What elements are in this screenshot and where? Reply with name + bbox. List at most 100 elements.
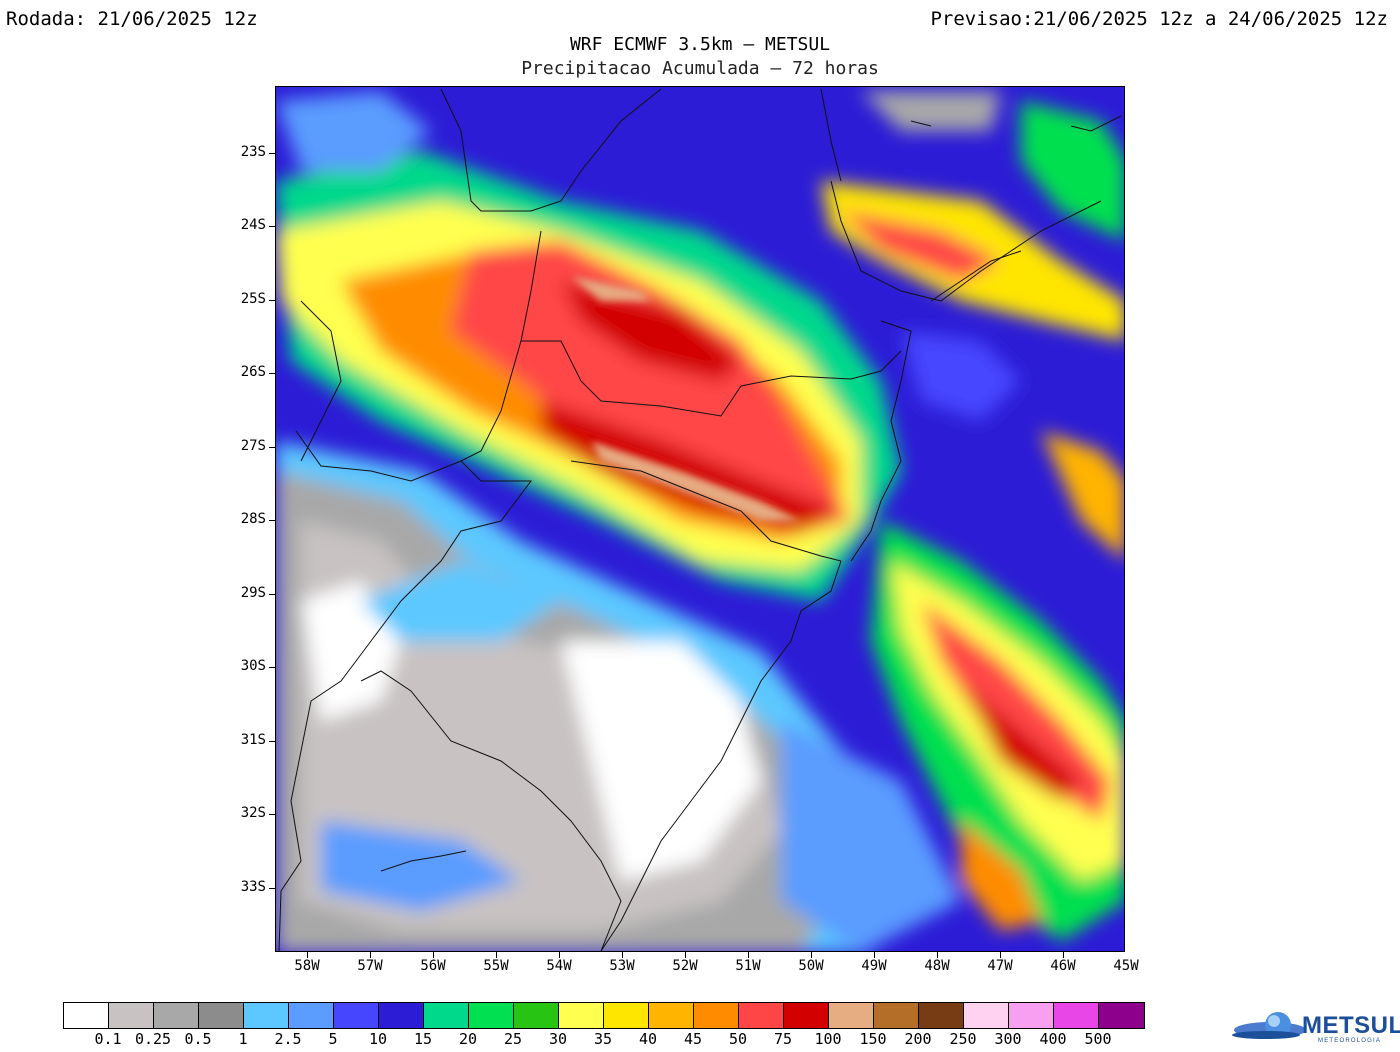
lon-tick xyxy=(685,952,686,958)
colorbar-swatch xyxy=(604,1003,649,1028)
lon-label: 53W xyxy=(609,958,635,974)
lat-label: 24S xyxy=(240,217,266,233)
colorbar-swatch xyxy=(289,1003,334,1028)
precipitation-field xyxy=(276,87,1124,951)
lat-tick xyxy=(269,447,275,448)
colorbar-swatch xyxy=(694,1003,739,1028)
lon-tick xyxy=(937,952,938,958)
colorbar-label: 15 xyxy=(413,1030,433,1048)
colorbar-label: 0.5 xyxy=(184,1030,212,1048)
lat-label: 30S xyxy=(240,658,266,674)
colorbar-label: 300 xyxy=(994,1030,1022,1048)
colorbar-swatch xyxy=(469,1003,514,1028)
colorbar-label: 30 xyxy=(548,1030,568,1048)
precipitation-map xyxy=(275,86,1125,952)
lon-label: 52W xyxy=(672,958,698,974)
lon-label: 54W xyxy=(546,958,572,974)
lon-tick xyxy=(622,952,623,958)
colorbar-label: 0.25 xyxy=(134,1030,172,1048)
lat-label: 27S xyxy=(240,438,266,454)
colorbar-label: 2.5 xyxy=(274,1030,302,1048)
lon-label: 51W xyxy=(735,958,761,974)
logo-name: METSUL xyxy=(1302,1012,1400,1039)
lat-tick xyxy=(269,594,275,595)
colorbar-label: 75 xyxy=(773,1030,793,1048)
colorbar-swatch xyxy=(64,1003,109,1028)
lat-tick xyxy=(269,153,275,154)
lat-label: 28S xyxy=(240,511,266,527)
lat-tick xyxy=(269,300,275,301)
colorbar-label: 10 xyxy=(368,1030,388,1048)
lat-tick xyxy=(269,520,275,521)
colorbar-swatch xyxy=(109,1003,154,1028)
lon-label: 46W xyxy=(1050,958,1076,974)
lat-tick xyxy=(269,667,275,668)
lon-label: 45W xyxy=(1113,958,1139,974)
valid-period-label: Previsao:21/06/2025 12z a 24/06/2025 12z xyxy=(930,8,1388,30)
lat-tick xyxy=(269,888,275,889)
lat-label: 26S xyxy=(240,364,266,380)
lat-label: 31S xyxy=(240,732,266,748)
colorbar-swatch xyxy=(1054,1003,1099,1028)
lon-label: 58W xyxy=(294,958,320,974)
lon-label: 57W xyxy=(357,958,383,974)
lat-tick xyxy=(269,814,275,815)
lon-tick xyxy=(433,952,434,958)
colorbar-label: 20 xyxy=(458,1030,478,1048)
lon-tick xyxy=(496,952,497,958)
colorbar-label: 400 xyxy=(1039,1030,1067,1048)
lon-label: 50W xyxy=(798,958,824,974)
colorbar-label: 0.1 xyxy=(94,1030,122,1048)
colorbar-swatch xyxy=(1009,1003,1054,1028)
colorbar-label: 100 xyxy=(814,1030,842,1048)
colorbar-swatch xyxy=(649,1003,694,1028)
colorbar-label: 45 xyxy=(683,1030,703,1048)
lat-label: 33S xyxy=(240,879,266,895)
lon-tick xyxy=(559,952,560,958)
colorbar-swatch xyxy=(829,1003,874,1028)
lon-label: 47W xyxy=(987,958,1013,974)
colorbar-swatch xyxy=(919,1003,964,1028)
colorbar-label: 500 xyxy=(1084,1030,1112,1048)
lon-tick xyxy=(1063,952,1064,958)
run-label: Rodada: 21/06/2025 12z xyxy=(6,8,258,30)
colorbar-label: 250 xyxy=(949,1030,977,1048)
colorbar-swatch xyxy=(514,1003,559,1028)
colorbar-swatch xyxy=(244,1003,289,1028)
colorbar-label: 50 xyxy=(728,1030,748,1048)
colorbar-label: 200 xyxy=(904,1030,932,1048)
precip-colorbar xyxy=(63,1002,1145,1029)
colorbar-label: 1 xyxy=(238,1030,248,1048)
metsul-logo-icon xyxy=(1232,1012,1306,1039)
colorbar-swatch xyxy=(199,1003,244,1028)
lon-tick xyxy=(811,952,812,958)
map-title: WRF ECMWF 3.5km – METSUL xyxy=(569,34,831,55)
colorbar-label: 25 xyxy=(503,1030,523,1048)
lon-tick xyxy=(874,952,875,958)
lon-label: 56W xyxy=(420,958,446,974)
lat-label: 23S xyxy=(240,144,266,160)
colorbar-label: 5 xyxy=(328,1030,338,1048)
lon-tick xyxy=(370,952,371,958)
lon-label: 55W xyxy=(483,958,509,974)
lat-label: 29S xyxy=(240,585,266,601)
colorbar-swatch xyxy=(874,1003,919,1028)
colorbar-swatch xyxy=(739,1003,784,1028)
colorbar-label: 40 xyxy=(638,1030,658,1048)
lat-tick xyxy=(269,741,275,742)
colorbar-swatch xyxy=(379,1003,424,1028)
lat-label: 25S xyxy=(240,291,266,307)
colorbar-swatch xyxy=(1099,1003,1144,1028)
colorbar-swatch xyxy=(964,1003,1009,1028)
colorbar-swatch xyxy=(784,1003,829,1028)
map-subtitle: Precipitacao Acumulada – 72 horas xyxy=(521,58,879,79)
colorbar-swatch xyxy=(154,1003,199,1028)
lat-label: 32S xyxy=(240,805,266,821)
lon-tick xyxy=(307,952,308,958)
colorbar-swatch xyxy=(559,1003,604,1028)
lon-label: 48W xyxy=(924,958,950,974)
lon-tick xyxy=(1000,952,1001,958)
colorbar-label: 150 xyxy=(859,1030,887,1048)
lat-tick xyxy=(269,373,275,374)
lon-label: 49W xyxy=(861,958,887,974)
